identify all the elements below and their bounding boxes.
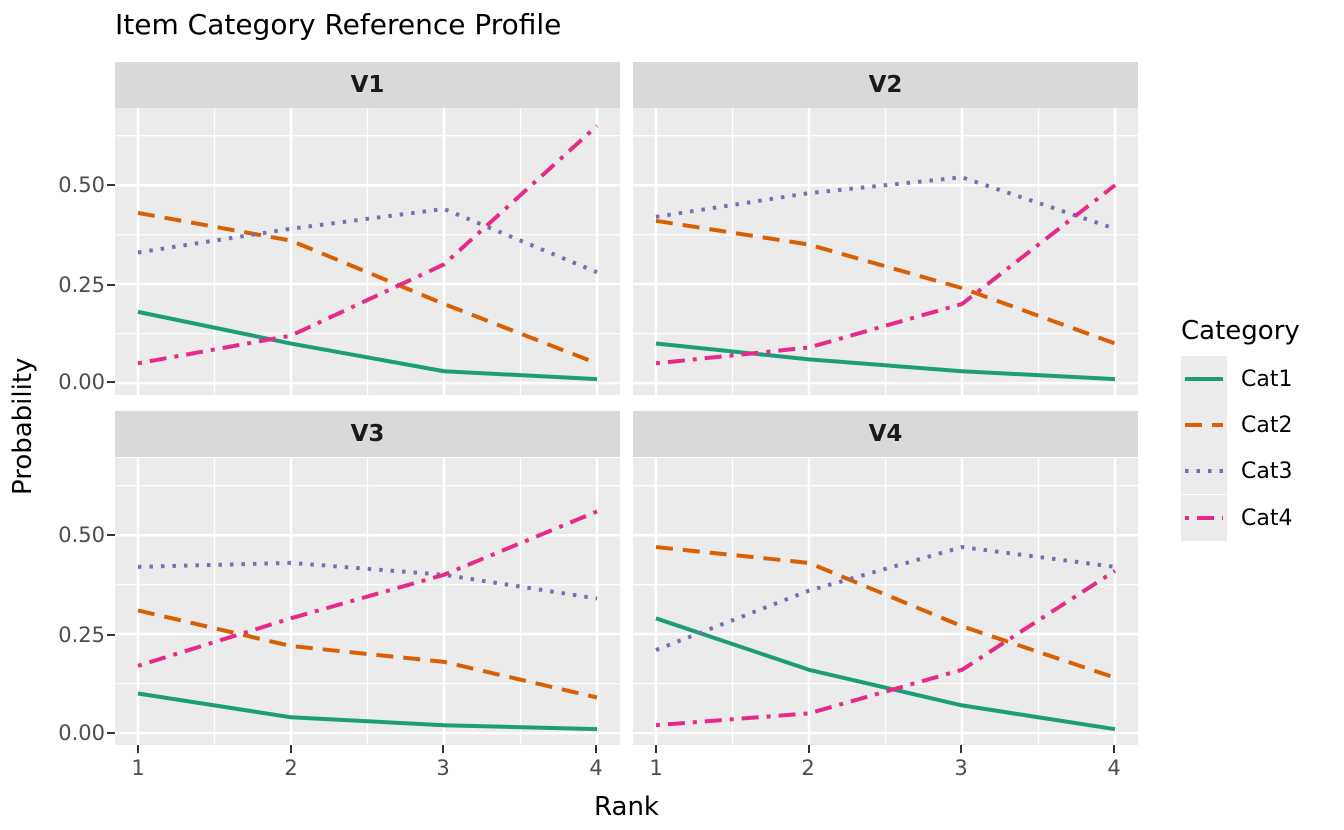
legend-key-cat1 xyxy=(1181,356,1227,402)
x-tick-mark xyxy=(960,745,962,753)
facet-strip-v4: V4 xyxy=(633,411,1138,457)
series-line-cat4 xyxy=(655,183,1117,366)
y-tick-label: 0.25 xyxy=(58,623,105,647)
series-line-cat3 xyxy=(137,206,598,275)
x-tick-label: 2 xyxy=(284,756,298,780)
facet-strip-v2: V2 xyxy=(633,62,1138,108)
facet-strip-v1: V1 xyxy=(115,62,620,108)
legend-key-cat2 xyxy=(1181,402,1227,448)
x-tick-mark xyxy=(442,745,444,753)
y-tick-label: 0.00 xyxy=(58,721,105,745)
y-tick-label: 0.25 xyxy=(58,273,105,297)
x-tick-label: 1 xyxy=(131,756,145,780)
x-tick-mark xyxy=(655,745,657,753)
x-tick-label: 1 xyxy=(649,756,663,780)
y-tick-mark xyxy=(107,381,115,383)
y-tick-mark xyxy=(107,732,115,734)
x-tick-mark xyxy=(290,745,292,753)
facet-panel-v2 xyxy=(633,108,1138,395)
facet-strip-v3: V3 xyxy=(115,411,620,457)
facet-panel-v3 xyxy=(115,458,620,745)
y-tick-label: 0.00 xyxy=(58,370,105,394)
facet-panel-v4 xyxy=(633,458,1138,745)
legend-title: Category xyxy=(1181,316,1300,346)
series-line-cat3 xyxy=(655,545,1116,652)
chart-title: Item Category Reference Profile xyxy=(115,8,562,41)
y-tick-label: 0.50 xyxy=(58,173,105,197)
facet-strip-label: V1 xyxy=(350,72,385,98)
series-line-cat1 xyxy=(655,341,1116,382)
series-line-cat2 xyxy=(137,608,598,700)
x-tick-mark xyxy=(1113,745,1115,753)
x-tick-label: 3 xyxy=(436,756,450,780)
y-tick-label: 0.50 xyxy=(58,523,105,547)
y-tick-mark xyxy=(107,284,115,286)
facet-strip-label: V3 xyxy=(350,421,385,447)
legend-label-cat3: Cat3 xyxy=(1241,458,1293,484)
y-tick-mark xyxy=(107,184,115,186)
legend-key-cat4 xyxy=(1181,495,1227,541)
x-tick-label: 4 xyxy=(1107,756,1121,780)
x-tick-mark xyxy=(808,745,810,753)
legend-key-cat3 xyxy=(1181,448,1227,494)
facet-strip-label: V4 xyxy=(868,421,903,447)
y-tick-mark xyxy=(107,534,115,536)
series-line-cat3 xyxy=(655,175,1116,231)
x-tick-label: 3 xyxy=(954,756,968,780)
facet-strip-label: V2 xyxy=(868,72,903,98)
x-tick-label: 2 xyxy=(801,756,815,780)
x-tick-mark xyxy=(137,745,139,753)
y-tick-mark xyxy=(107,634,115,636)
x-tick-mark xyxy=(595,745,597,753)
facet-panel-v1 xyxy=(115,108,620,395)
legend-label-cat2: Cat2 xyxy=(1241,412,1293,438)
series-line-cat1 xyxy=(137,309,598,382)
series-line-cat4 xyxy=(137,124,599,366)
series-line-cat1 xyxy=(137,691,598,732)
series-line-cat4 xyxy=(137,509,598,668)
x-tick-label: 4 xyxy=(589,756,603,780)
series-line-cat4 xyxy=(655,569,1117,728)
legend-label-cat4: Cat4 xyxy=(1241,505,1293,531)
legend-label-cat1: Cat1 xyxy=(1241,366,1293,392)
y-axis-title: Probability xyxy=(8,357,38,495)
x-axis-title: Rank xyxy=(594,792,659,822)
series-line-cat1 xyxy=(655,616,1116,732)
